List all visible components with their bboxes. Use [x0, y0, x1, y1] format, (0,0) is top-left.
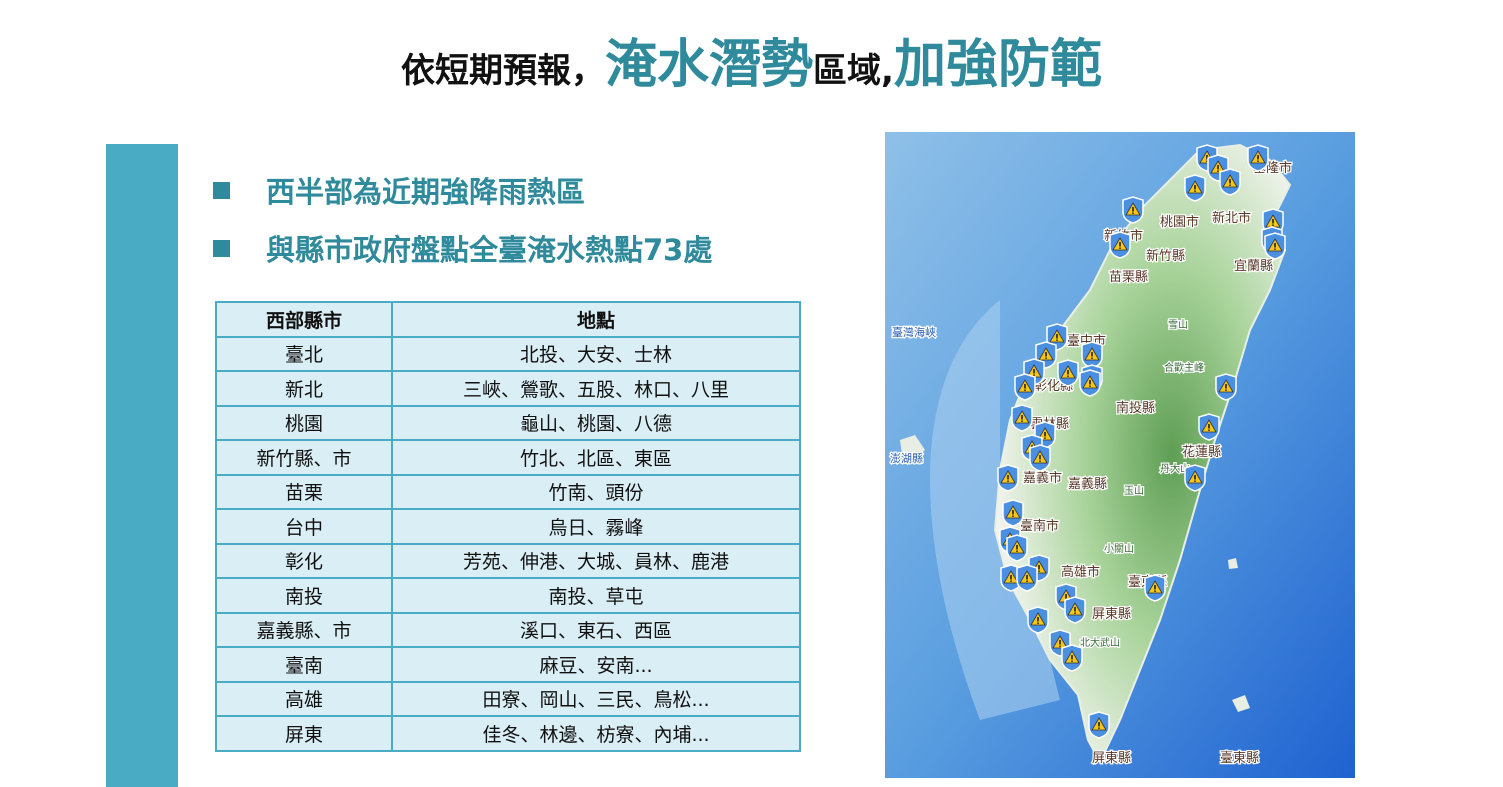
map-label: 嘉義縣 — [1068, 476, 1107, 492]
flood-warning-shield-icon[interactable] — [1027, 606, 1049, 634]
page-title: 依短期預報，淹水潛勢區域,加強防範 — [401, 35, 1102, 95]
flood-warning-shield-icon[interactable] — [1247, 144, 1269, 172]
county-cell: 桃園 — [215, 404, 393, 441]
flood-warning-shield-icon[interactable] — [1198, 413, 1220, 441]
county-cell: 新竹縣、市 — [215, 439, 393, 476]
flood-warning-shield-icon[interactable] — [1122, 196, 1144, 224]
flood-warning-shield-icon[interactable] — [1011, 404, 1033, 432]
locations-cell: 烏日、霧峰 — [391, 508, 801, 545]
map-label: 臺南市 — [1020, 518, 1059, 534]
locations-cell: 佳冬、林邊、枋寮、內埔... — [391, 715, 801, 752]
map-label: 屏東縣 — [1092, 606, 1131, 622]
flood-warning-shield-icon[interactable] — [1002, 499, 1024, 527]
locations-cell: 溪口、東石、西區 — [391, 611, 801, 648]
flood-warning-shield-icon[interactable] — [1000, 564, 1022, 592]
flood-warning-shield-icon[interactable] — [1064, 596, 1086, 624]
map-label: 合歡主峰 — [1164, 361, 1204, 374]
decorative-bar — [106, 144, 178, 787]
table-row: 臺南 麻豆、安南... — [215, 646, 801, 683]
flood-warning-shield-icon[interactable] — [1029, 444, 1051, 472]
flood-warning-shield-icon[interactable] — [1264, 232, 1286, 260]
locations-cell: 龜山、桃園、八德 — [391, 404, 801, 441]
county-cell: 南投 — [215, 577, 393, 614]
locations-cell: 北投、大安、士林 — [391, 335, 801, 372]
flood-warning-shield-icon[interactable] — [1057, 359, 1079, 387]
locations-cell: 竹南、頭份 — [391, 473, 801, 510]
table-row: 苗栗 竹南、頭份 — [215, 473, 801, 510]
map-label: 高雄市 — [1061, 564, 1100, 580]
table-row: 嘉義縣、市 溪口、東石、西區 — [215, 611, 801, 648]
county-cell: 嘉義縣、市 — [215, 611, 393, 648]
map-label: 丹大山 — [1160, 462, 1190, 475]
table-row: 南投 南投、草屯 — [215, 577, 801, 614]
map-label: 南投縣 — [1116, 400, 1155, 416]
map-label: 北大武山 — [1080, 636, 1120, 649]
green-island — [1228, 558, 1238, 569]
map-label: 宜蘭縣 — [1234, 258, 1273, 274]
county-cell: 彰化 — [215, 542, 393, 579]
table-row: 桃園 龜山、桃園、八德 — [215, 404, 801, 441]
county-cell: 台中 — [215, 508, 393, 545]
flood-warning-shield-icon[interactable] — [1014, 373, 1036, 401]
table-row: 高雄 田寮、岡山、三民、鳥松... — [215, 680, 801, 717]
locations-cell: 三峽、鶯歌、五股、林口、八里 — [391, 370, 801, 407]
flood-warning-shield-icon[interactable] — [1184, 174, 1206, 202]
flood-warning-shield-icon[interactable] — [1109, 231, 1131, 259]
bullet-list: 西半部為近期強降雨熱區 與縣市政府盤點全臺淹水熱點73處 — [213, 168, 712, 284]
column-header: 地點 — [391, 301, 801, 338]
flood-warning-shield-icon[interactable] — [1088, 711, 1110, 739]
flood-warning-shield-icon[interactable] — [1016, 564, 1038, 592]
county-cell: 新北 — [215, 370, 393, 407]
flood-warning-shield-icon[interactable] — [1144, 574, 1166, 602]
square-bullet-icon — [213, 181, 230, 199]
table-row: 臺北 北投、大安、士林 — [215, 335, 801, 372]
table-row: 新竹縣、市 竹北、北區、東區 — [215, 439, 801, 476]
locations-cell: 南投、草屯 — [391, 577, 801, 614]
column-header: 西部縣市 — [215, 301, 393, 338]
map-label: 玉山 — [1124, 485, 1144, 497]
flood-warning-shield-icon[interactable] — [1219, 168, 1241, 196]
locations-cell: 芳苑、伸港、大城、員林、鹿港 — [391, 542, 801, 579]
locations-cell: 麻豆、安南... — [391, 646, 801, 683]
flood-warning-shield-icon[interactable] — [1184, 464, 1206, 492]
table-row: 彰化 芳苑、伸港、大城、員林、鹿港 — [215, 542, 801, 579]
map-label: 雪山 — [1168, 319, 1188, 331]
map-label: 臺東縣 — [1220, 750, 1259, 766]
locations-cell: 竹北、北區、東區 — [391, 439, 801, 476]
table-row: 新北 三峽、鶯歌、五股、林口、八里 — [215, 370, 801, 407]
county-cell: 屏東 — [215, 715, 393, 752]
table-row: 台中 烏日、霧峰 — [215, 508, 801, 545]
county-cell: 苗栗 — [215, 473, 393, 510]
map-label: 桃園市 — [1160, 214, 1199, 230]
flood-warning-shield-icon[interactable] — [1081, 341, 1103, 369]
flood-warning-shield-icon[interactable] — [1079, 369, 1101, 397]
map-label: 澎湖縣 — [890, 452, 923, 465]
square-bullet-icon — [213, 239, 230, 257]
flood-warning-shield-icon[interactable] — [1215, 373, 1237, 401]
table-row: 屏東 佳冬、林邊、枋寮、內埔... — [215, 715, 801, 752]
county-cell: 臺南 — [215, 646, 393, 683]
map-label: 新竹縣 — [1146, 248, 1185, 264]
map-label: 小關山 — [1104, 543, 1134, 555]
bullet-item: 西半部為近期強降雨熱區 — [213, 168, 712, 212]
map-label: 屏東縣 — [1092, 750, 1131, 766]
map-label: 苗栗縣 — [1109, 270, 1148, 285]
flood-warning-shield-icon[interactable] — [1061, 644, 1083, 672]
county-cell: 高雄 — [215, 680, 393, 717]
locations-cell: 田寮、岡山、三民、鳥松... — [391, 680, 801, 717]
map-label: 花蓮縣 — [1182, 444, 1221, 460]
county-cell: 臺北 — [215, 335, 393, 372]
orchid-island — [1232, 695, 1250, 712]
map-label: 嘉義市 — [1023, 470, 1062, 486]
penghu-islands — [900, 435, 925, 462]
flood-warning-shield-icon[interactable] — [997, 464, 1019, 492]
map-label: 新北市 — [1212, 210, 1251, 226]
hotspot-table: 西部縣市 地點 臺北 北投、大安、士林 新北 三峽、鶯歌、五股、林口、八里 桃園 龜山、桃… — [215, 301, 801, 752]
taiwan-flood-map: 基隆市桃園市新北市新竹市新竹縣宜蘭縣苗栗縣雪山臺灣海峽臺中市合歡主峰彰化縣南投縣… — [885, 132, 1355, 778]
bullet-item: 與縣市政府盤點全臺淹水熱點73處 — [213, 226, 712, 270]
flood-warning-shield-icon[interactable] — [1006, 534, 1028, 562]
map-label: 臺灣海峽 — [892, 325, 936, 339]
